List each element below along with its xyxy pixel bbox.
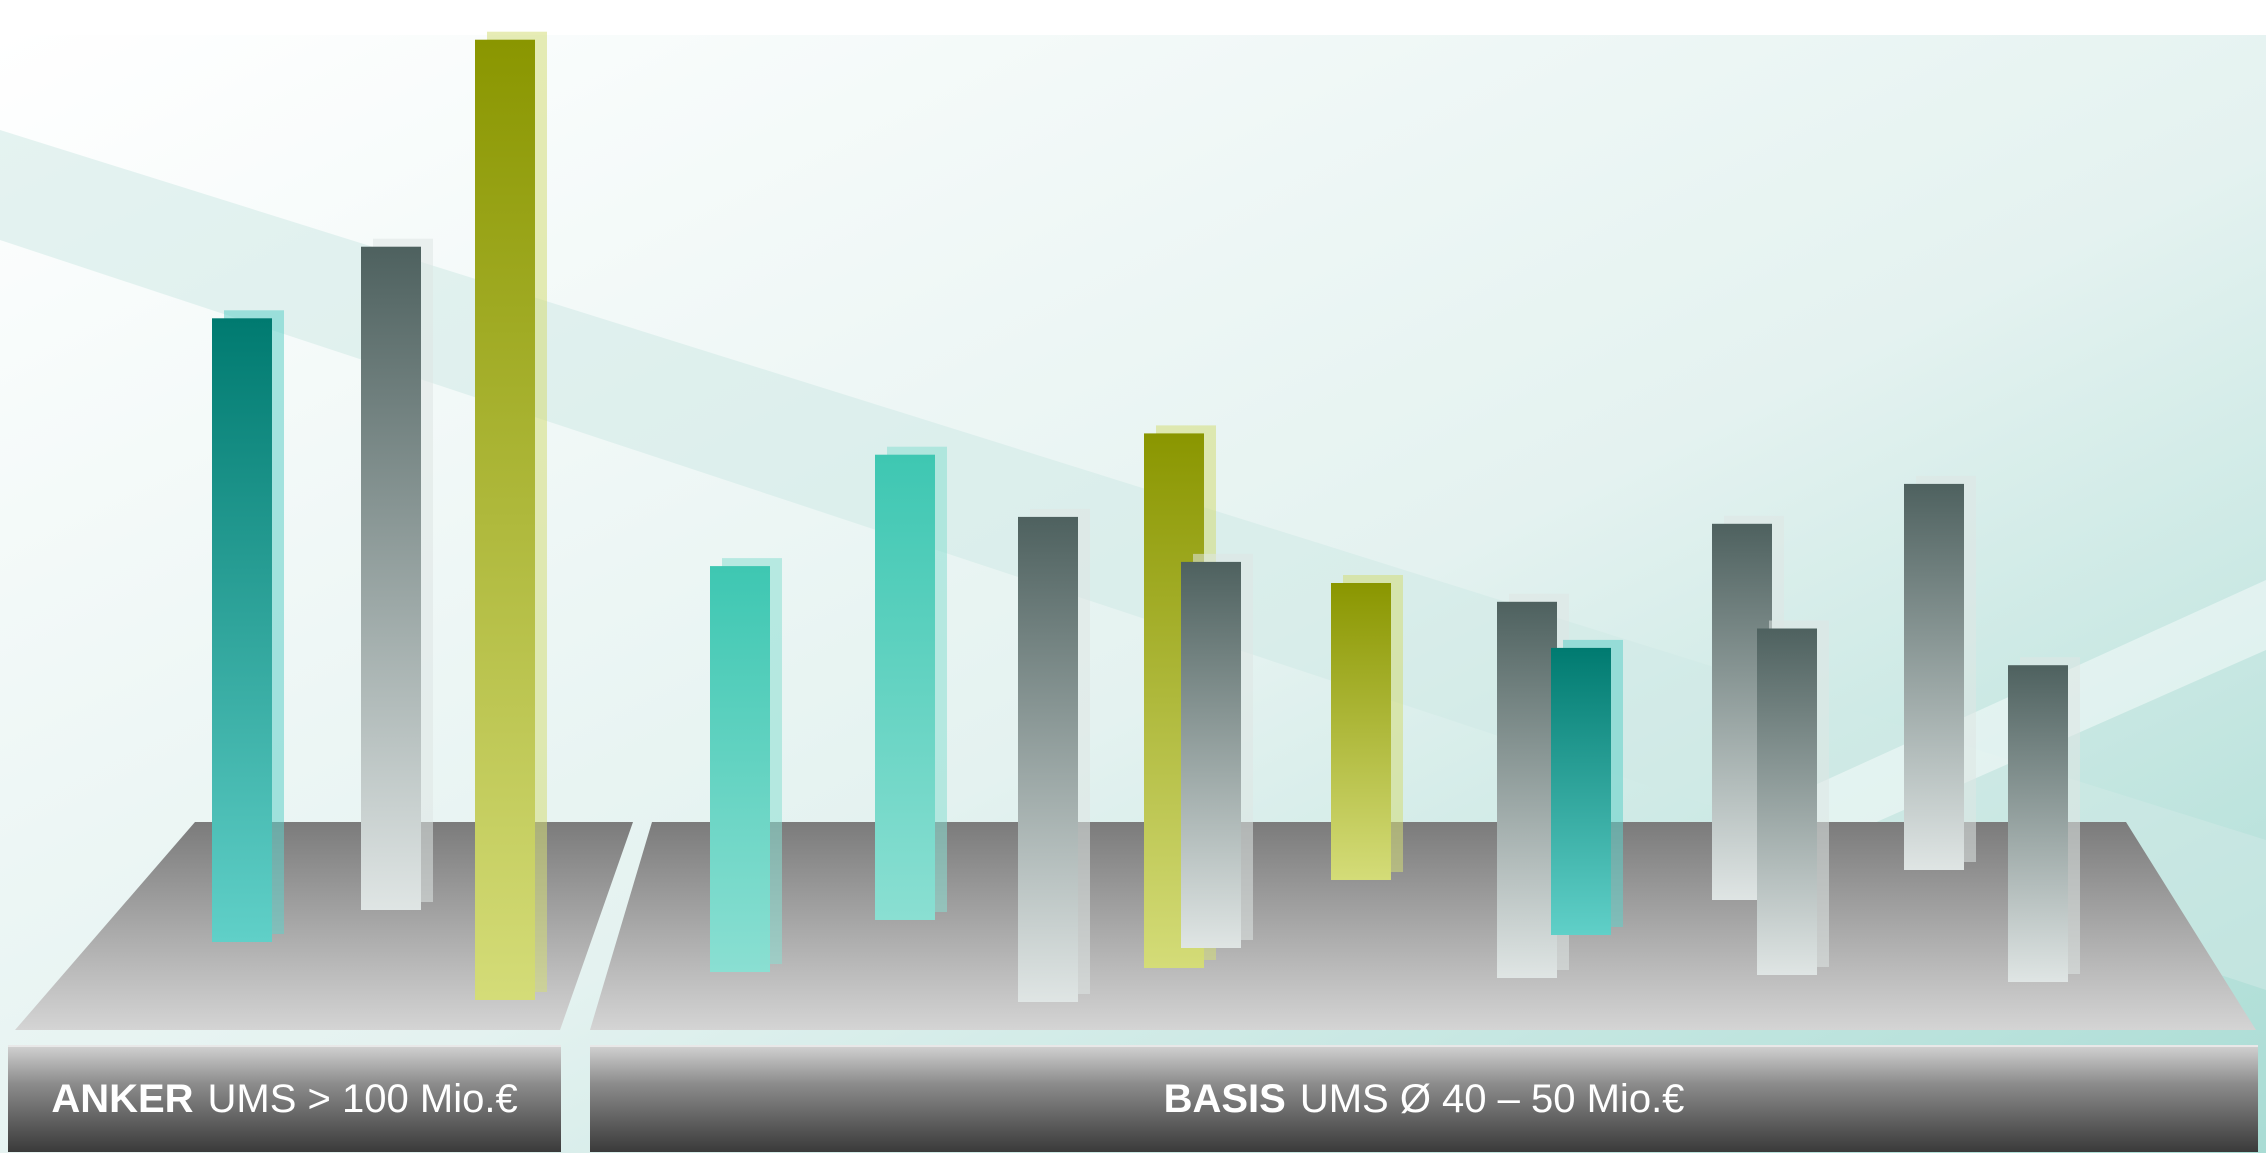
basis-label-bar: BASIS UMS Ø 40 – 50 Mio.€ [590, 1045, 2258, 1152]
bar-B11 [1904, 483, 1964, 870]
anker-label-title: ANKER [51, 1077, 194, 1121]
bar-B8 [1551, 647, 1611, 935]
bar-B6 [1331, 583, 1391, 880]
anker-label-subtitle: UMS > 100 Mio.€ [207, 1077, 518, 1121]
bar-B12 [2008, 665, 2068, 982]
basis-label-subtitle: UMS Ø 40 – 50 Mio.€ [1299, 1077, 1685, 1121]
background-diagonal-band [0, 130, 2266, 990]
bar-A1 [212, 318, 272, 942]
bar-B7 [1497, 601, 1557, 978]
bar-B3 [1018, 516, 1078, 1002]
bar-B10 [1757, 628, 1817, 975]
bar-B5 [1181, 561, 1241, 948]
bars-layer [212, 31, 2080, 1002]
anker-label-bar: ANKER UMS > 100 Mio.€ [8, 1045, 561, 1152]
basis-platform [590, 822, 2256, 1030]
bar-A3 [475, 39, 535, 1000]
bar-B2 [875, 454, 935, 920]
basis-label-title: BASIS [1163, 1077, 1286, 1121]
bar-A2 [361, 246, 421, 910]
bar-B1 [710, 566, 770, 972]
